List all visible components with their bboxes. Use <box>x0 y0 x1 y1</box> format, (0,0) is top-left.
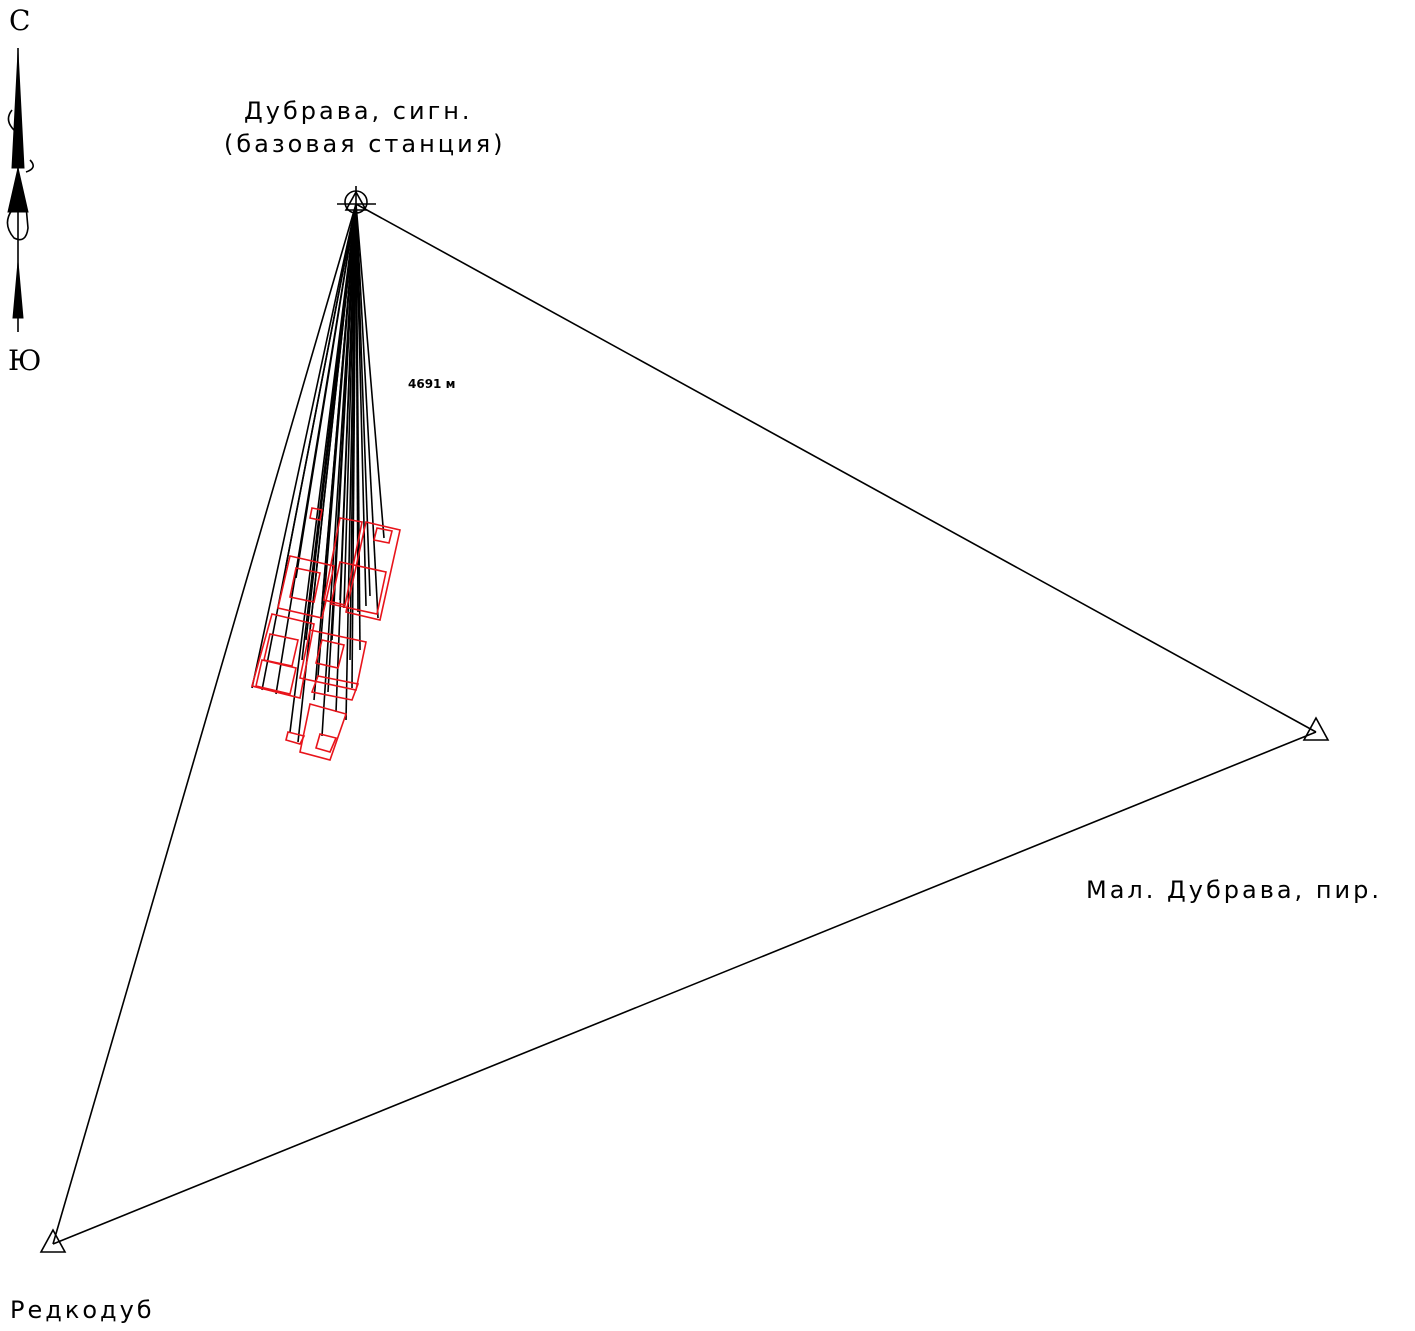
north-arrow: С Ю <box>6 4 41 377</box>
observation-ray <box>295 203 357 579</box>
side-base-east <box>355 203 1317 733</box>
parcel <box>255 659 297 695</box>
parcel <box>285 731 306 745</box>
parcel-outlines <box>251 507 401 761</box>
parcel <box>289 567 321 603</box>
observation-ray <box>355 203 371 597</box>
southwest-station-triangle-icon <box>39 1228 67 1253</box>
observation-ray <box>285 203 357 567</box>
side-east-southwest <box>52 731 1317 1245</box>
observation-rays <box>251 203 385 743</box>
parcel <box>345 521 401 621</box>
parcel <box>309 507 323 521</box>
distance-label: 4691 м <box>408 377 455 391</box>
observation-ray <box>321 203 357 605</box>
observation-ray <box>331 203 357 641</box>
parcel <box>251 613 315 699</box>
north-label: С <box>9 4 30 37</box>
side-southwest-base <box>52 203 357 1245</box>
observation-ray <box>351 203 357 689</box>
triangulation-network <box>52 203 1317 1245</box>
arrow-head-icon <box>7 167 29 213</box>
parcel <box>277 555 335 619</box>
east-station-name: Мал. Дубрава, пир. <box>1086 876 1382 904</box>
observation-ray <box>251 203 357 689</box>
parcel <box>310 675 360 701</box>
southwest-station-name: Редкодуб <box>10 1296 155 1324</box>
observation-ray <box>301 203 357 661</box>
base-station-name: Дубрава, сигн. <box>244 97 473 125</box>
parcel <box>263 633 299 667</box>
observation-ray <box>355 203 385 539</box>
parcel <box>330 561 387 615</box>
parcel <box>315 733 338 753</box>
observation-ray <box>355 203 361 651</box>
parcel <box>373 527 393 544</box>
parcel <box>323 517 363 606</box>
east-station-triangle-icon <box>1302 716 1330 741</box>
base-station-note: (базовая станция) <box>224 130 506 158</box>
parcel <box>315 639 345 669</box>
south-label: Ю <box>8 344 41 377</box>
observation-ray <box>355 203 379 619</box>
